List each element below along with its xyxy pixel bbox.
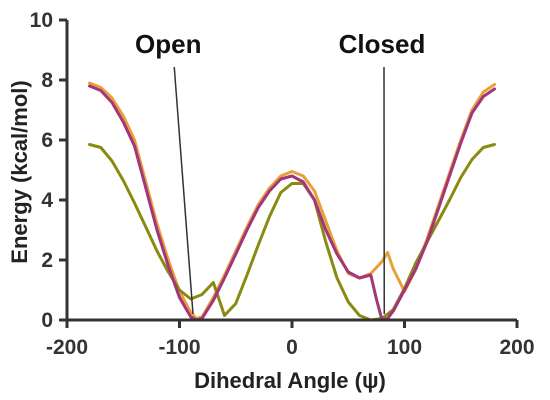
series-line-3 <box>88 84 496 322</box>
x-axis-title: Dihedral Angle (ψ) <box>194 368 386 393</box>
y-tick-label: 4 <box>41 189 53 212</box>
x-tick-label: 0 <box>286 336 298 359</box>
x-tick-label: 100 <box>387 336 422 359</box>
x-tick-label: -200 <box>46 336 88 359</box>
x-tick-label: -100 <box>158 336 200 359</box>
y-tick-label: 0 <box>41 309 53 332</box>
axes: -200 -100 0 100 200 0 2 4 6 8 10 <box>30 9 535 359</box>
x-tick-label: 200 <box>499 336 534 359</box>
plot-area <box>88 81 496 322</box>
annotation-label: Closed <box>339 29 426 59</box>
y-tick-label: 6 <box>41 129 53 152</box>
annotations: Open Closed <box>135 29 426 315</box>
y-tick-label: 10 <box>30 9 53 32</box>
annotation-pointer <box>173 66 194 315</box>
y-tick-label: 8 <box>41 69 53 92</box>
y-tick-label: 2 <box>41 249 53 272</box>
y-axis-title: Energy (kcal/mol) <box>7 80 32 263</box>
annotation-label: Open <box>135 29 201 59</box>
